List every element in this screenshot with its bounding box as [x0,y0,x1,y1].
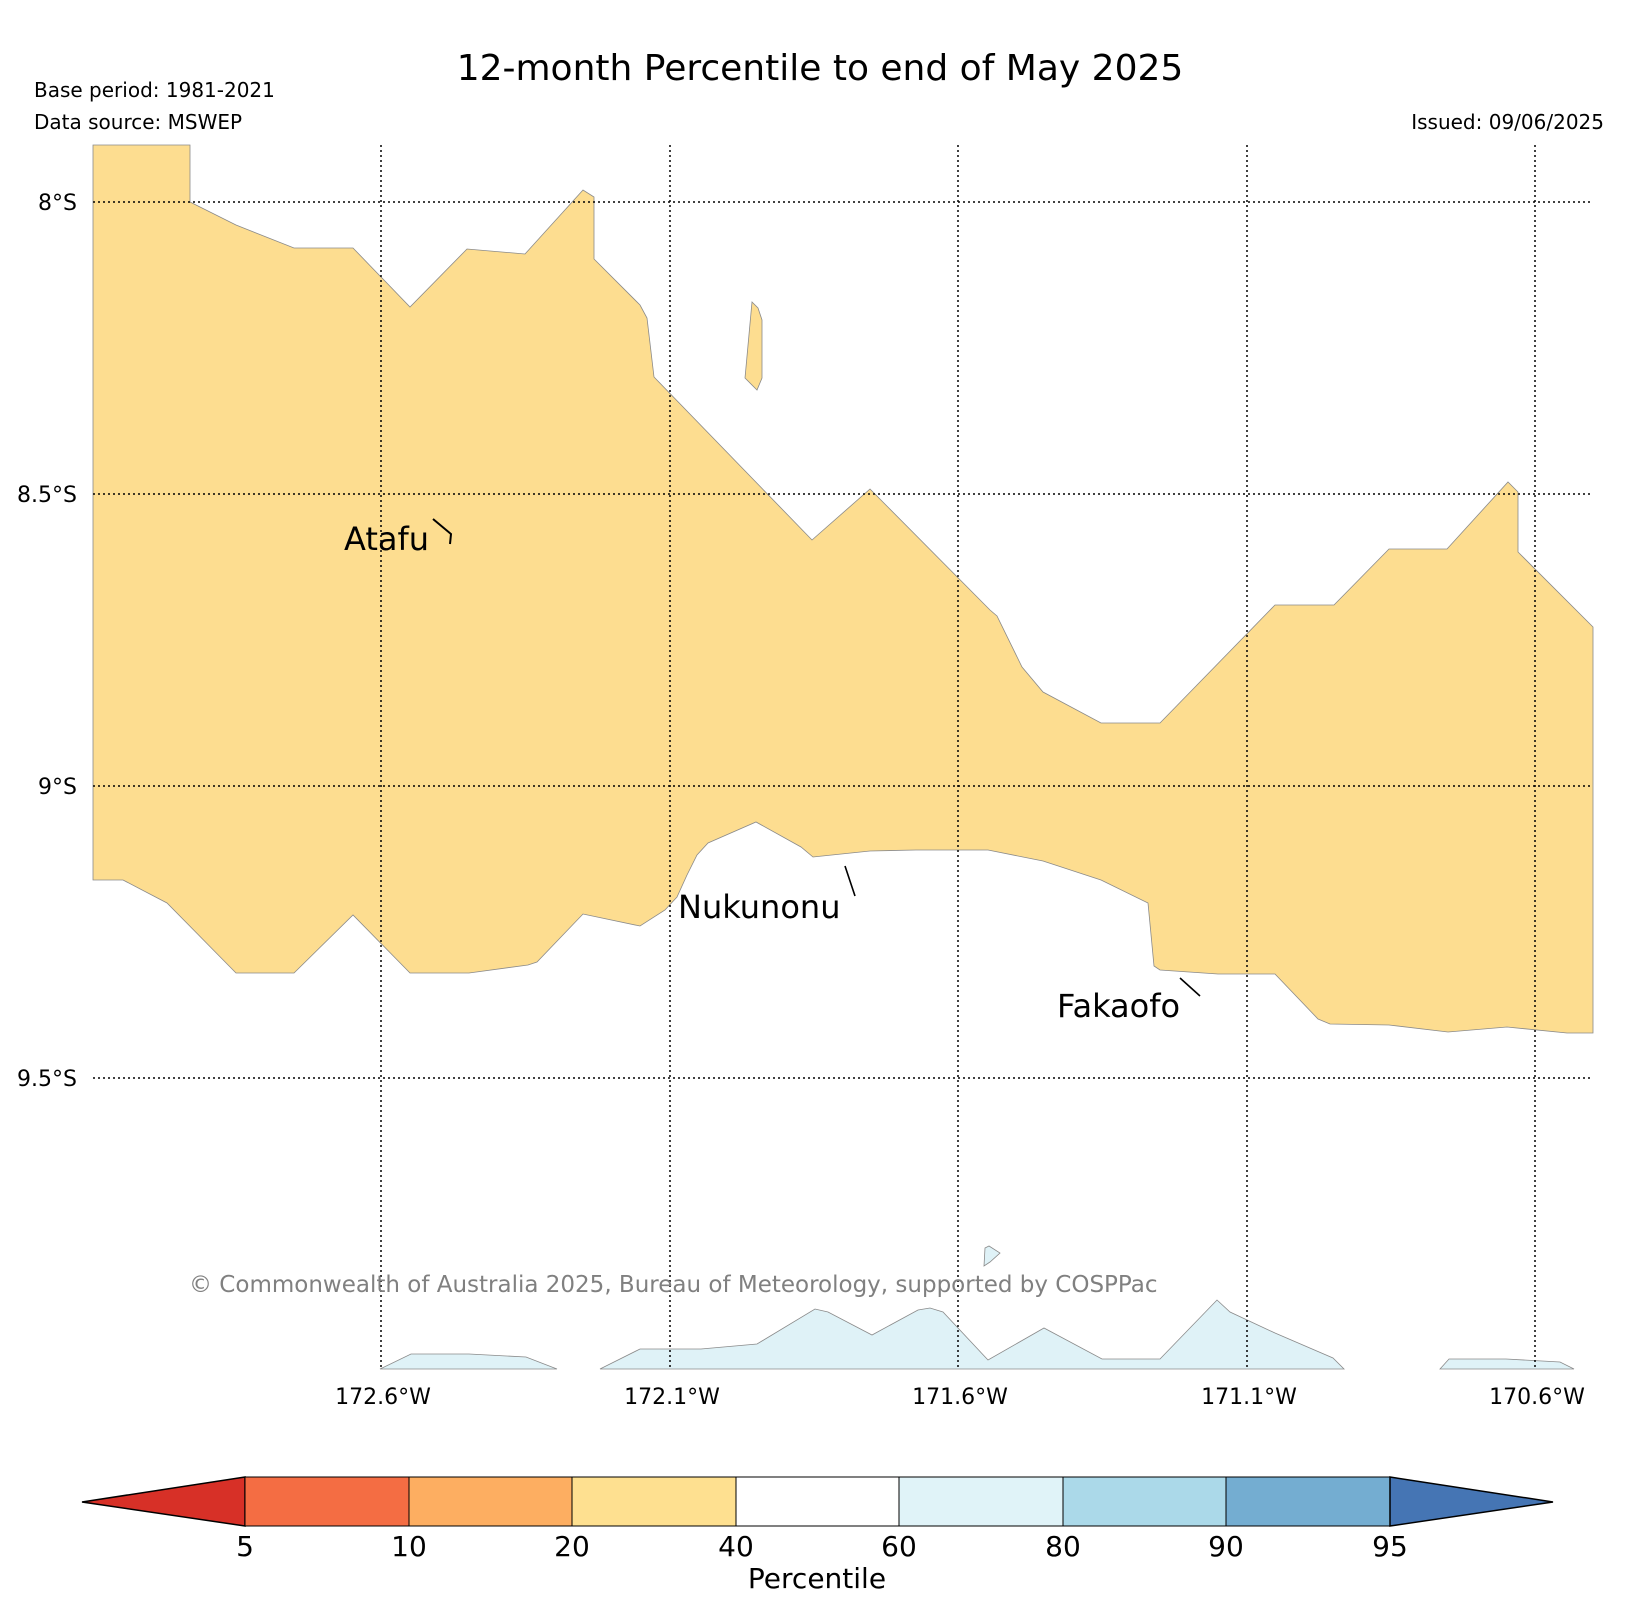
map-area: Atafu Nukunonu Fakaofo © Commonwealth of… [92,144,1594,1370]
longitude-label: 171.6°W [912,1385,1008,1410]
latitude-label: 9°S [38,775,77,800]
region-60-80-percentile [599,1299,1345,1370]
nukunonu-atoll-outline [844,865,856,897]
islet-shape [744,301,763,391]
colorbar-tick-label: 60 [881,1530,917,1563]
colorbar-bin-20-40 [571,1476,737,1527]
region-60-80-percentile [379,1353,558,1370]
latitude-label: 9.5°S [17,1067,77,1092]
fakaofo-atoll-outline [1179,977,1201,997]
copyright-notice: © Commonwealth of Australia 2025, Bureau… [189,1272,1158,1298]
place-label-nukunonu: Nukunonu [678,888,840,926]
map-gridlines [93,145,1593,1369]
longitude-label: 172.1°W [624,1385,720,1410]
map-title: 12-month Percentile to end of May 2025 [457,48,1184,89]
colorbar: 5 10 20 40 60 80 90 95 Percentile [81,1476,1554,1595]
colorbar-tick-label: 20 [554,1530,590,1563]
atafu-atoll-outline [432,518,453,545]
colorbar-bin-60-80 [898,1476,1064,1527]
colorbar-bin-80-90 [1062,1476,1227,1527]
colorbar-tick-label: 90 [1208,1530,1244,1563]
longitude-label: 170.6°W [1489,1385,1585,1410]
colorbar-bin-5-10 [244,1476,410,1527]
colorbar-tick-label: 10 [391,1530,427,1563]
longitude-label: 172.6°W [335,1385,431,1410]
colorbar-bin-10-20 [408,1476,573,1527]
place-label-fakaofo: Fakaofo [1057,987,1180,1025]
latitude-label: 8.5°S [17,483,77,508]
colorbar-tick-label: 80 [1045,1530,1081,1563]
colorbar-tick-label: 95 [1372,1530,1408,1563]
place-label-atafu: Atafu [344,520,429,558]
colorbar-bin-40-60 [735,1476,900,1527]
islet-shape [983,1245,1001,1267]
issued-date-text: Issued: 09/06/2025 [1411,110,1604,134]
colorbar-under-arrow [81,1476,246,1527]
longitude-label: 171.1°W [1201,1385,1297,1410]
data-source-text: Data source: MSWEP [34,110,242,134]
colorbar-over-arrow [1389,1476,1554,1527]
latitude-label: 8°S [38,191,77,216]
colorbar-bin-90-95 [1225,1476,1391,1527]
colorbar-tick-label: 5 [236,1530,254,1563]
colorbar-tick-label: 40 [718,1530,754,1563]
region-20-40-percentile [92,144,1594,1034]
colorbar-axis-label: Percentile [748,1562,886,1595]
region-60-80-percentile [1439,1358,1575,1370]
base-period-text: Base period: 1981-2021 [34,78,275,102]
